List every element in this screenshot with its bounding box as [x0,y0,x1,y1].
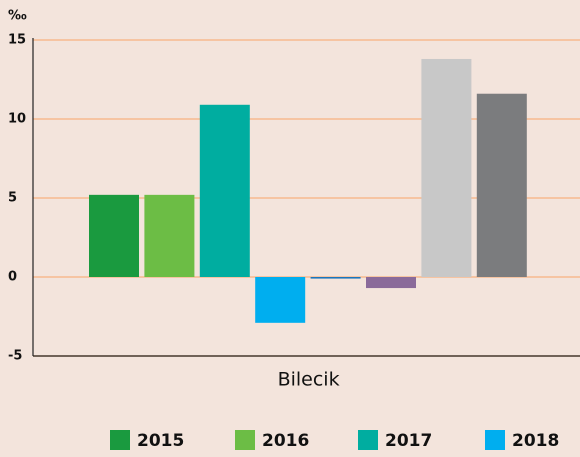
legend-label: 2015 [137,431,184,451]
y-tick-label: 0 [8,270,17,285]
y-tick-label: 5 [8,191,17,206]
bar [255,277,306,323]
legend-swatch [110,430,130,450]
bar [144,194,195,277]
x-tick-label: Bilecik [278,369,340,391]
bar [199,104,250,277]
y-tick-label: 15 [8,33,26,48]
bar [89,194,139,277]
legend-label: 2017 [385,431,432,451]
bar [421,58,472,278]
y-tick-label: -5 [8,349,22,364]
bar [366,277,416,289]
legend-swatch [358,430,378,450]
legend-swatch [485,430,505,450]
bar [310,277,361,279]
legend-label: 2016 [262,431,309,451]
legend-label: 2018 [512,431,559,451]
bar [476,93,527,277]
legend-swatch [235,430,255,450]
y-axis-label: ‰ [8,9,27,24]
y-tick-label: 10 [8,112,26,127]
